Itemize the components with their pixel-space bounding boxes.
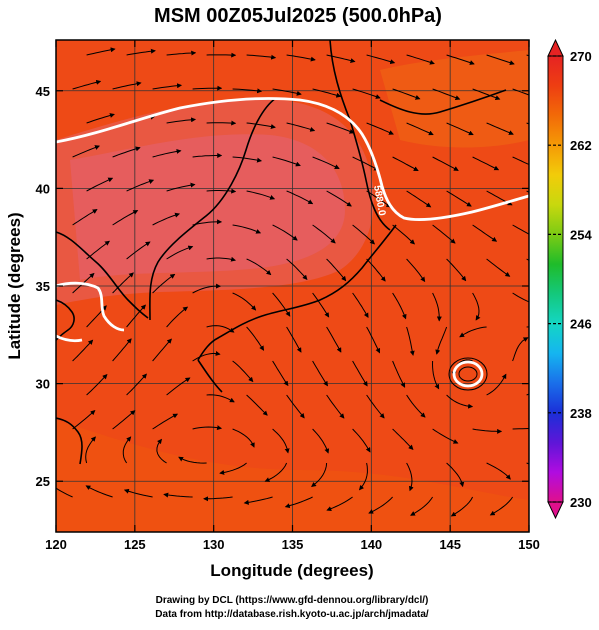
x-tick-label: 130 <box>203 537 225 552</box>
x-tick-label: 135 <box>282 537 304 552</box>
colorbar-label: 238 <box>570 406 592 421</box>
colorbar-max-triangle <box>548 40 563 56</box>
x-tick-label: 145 <box>439 537 461 552</box>
x-axis-label: Longitude (degrees) <box>210 561 373 580</box>
streamline <box>527 463 550 479</box>
streamline <box>207 123 236 124</box>
x-tick-label: 125 <box>124 537 146 552</box>
y-tick-label: 40 <box>36 181 50 196</box>
map-title: MSM 00Z05Jul2025 (500.0hPa) <box>154 5 442 27</box>
colorbar-label: 254 <box>570 227 592 242</box>
plot-area: 5880.0 <box>48 40 555 532</box>
credit-data-source: Data from http://database.rish.kyoto-u.a… <box>155 609 429 620</box>
colorbar-scale <box>548 56 563 502</box>
x-tick-label: 140 <box>360 537 382 552</box>
credit-drawing: Drawing by DCL (https://www.gfd-dennou.o… <box>156 595 429 606</box>
y-tick-label: 45 <box>36 84 50 99</box>
colorbar: 270 262 254 246 238 230 <box>548 40 592 518</box>
colorbar-label: 246 <box>570 317 592 332</box>
colorbar-label: 230 <box>570 495 592 510</box>
colorbar-min-triangle <box>548 502 563 518</box>
x-tick-label: 150 <box>518 537 540 552</box>
colorbar-label: 262 <box>570 138 592 153</box>
colorbar-label: 270 <box>570 49 592 64</box>
y-tick-label: 30 <box>36 377 50 392</box>
x-tick-label: 120 <box>45 537 67 552</box>
y-axis-label: Latitude (degrees) <box>5 212 24 359</box>
y-tick-label: 25 <box>36 474 50 489</box>
streamline <box>513 429 542 430</box>
y-tick-label: 35 <box>36 279 50 294</box>
